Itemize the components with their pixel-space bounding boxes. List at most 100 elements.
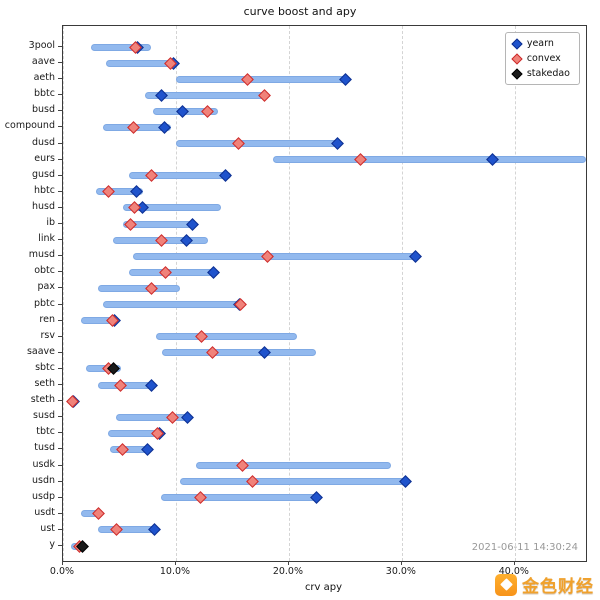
- convex-marker-seth: [114, 378, 127, 392]
- x-tick-label: 20.0%: [272, 566, 303, 577]
- y-tick-label-busd: busd: [31, 104, 55, 116]
- x-tick-label: 10.0%: [159, 566, 191, 577]
- y-tick-label-ib: ib: [46, 217, 55, 229]
- y-tick-mark: [58, 255, 62, 257]
- range-bar-saave: [162, 349, 316, 357]
- y-tick-mark: [58, 142, 62, 144]
- convex-marker-aeth: [240, 72, 254, 86]
- y-tick-label-bbtc: bbtc: [33, 88, 55, 100]
- x-axis-label: crv apy: [304, 582, 343, 593]
- gridline: [401, 26, 403, 561]
- y-tick-label-tbtc: tbtc: [36, 426, 55, 438]
- convex-marker-susd: [166, 410, 179, 424]
- y-tick-mark: [58, 367, 62, 369]
- y-tick-label-gusd: gusd: [31, 168, 55, 180]
- x-tick-mark: [287, 561, 289, 565]
- convex-marker-ib: [124, 217, 138, 231]
- y-tick-label-3pool: 3pool: [28, 40, 55, 51]
- y-tick-label-steth: steth: [30, 394, 55, 406]
- y-tick-mark: [58, 464, 62, 466]
- y-tick-label-ust: ust: [40, 522, 55, 534]
- range-bar-musd: [133, 252, 419, 260]
- yearn-marker-obtc: [206, 265, 220, 279]
- yearn-marker-tusd: [141, 443, 155, 456]
- y-tick-label-usdn: usdn: [31, 474, 55, 486]
- plot-area: yearn convex stakedao 2021-06-11 14:30:24: [62, 25, 587, 562]
- convex-marker-pax: [144, 282, 158, 295]
- yearn-marker-link: [179, 233, 193, 247]
- y-tick-mark: [58, 62, 62, 64]
- convex-legend-icon: [511, 52, 523, 65]
- y-tick-mark: [58, 158, 62, 160]
- y-tick-label-saave: saave: [26, 345, 55, 357]
- y-tick-label-compound: compound: [4, 120, 55, 132]
- range-bar-pbtc: [102, 301, 243, 309]
- range-bar-susd: [116, 413, 191, 421]
- x-tick-mark: [174, 561, 176, 565]
- y-tick-label-obtc: obtc: [34, 265, 55, 277]
- watermark-text: 金色财经: [522, 577, 594, 597]
- y-tick-label-y: y: [49, 539, 55, 550]
- y-tick-mark: [58, 432, 62, 434]
- range-bar-usdn: [180, 478, 408, 486]
- stakedao-legend-icon: [511, 67, 523, 80]
- gridline: [288, 26, 290, 561]
- y-tick-mark: [58, 319, 62, 321]
- x-tick-label: 30.0%: [385, 566, 416, 577]
- y-tick-label-rsv: rsv: [40, 329, 55, 341]
- y-tick-mark: [58, 78, 62, 80]
- x-tick-mark: [400, 561, 402, 565]
- timestamp-annotation: 2021-06-11 14:30:24: [471, 542, 578, 553]
- y-tick-mark: [58, 223, 62, 225]
- y-tick-mark: [58, 384, 62, 386]
- y-tick-label-pbtc: pbtc: [33, 297, 55, 309]
- y-tick-mark: [58, 351, 62, 353]
- convex-marker-bbtc: [257, 88, 271, 102]
- y-tick-mark: [58, 416, 62, 418]
- y-tick-label-husd: husd: [31, 200, 55, 212]
- chart-title: curve boost and apy: [243, 5, 357, 18]
- yearn-marker-musd: [409, 249, 422, 263]
- yearn-marker-ib: [186, 217, 200, 231]
- convex-marker-tusd: [116, 443, 130, 456]
- yearn-marker-busd: [176, 105, 190, 118]
- range-bar-usdp: [161, 494, 319, 502]
- range-bar-usdk: [196, 462, 391, 470]
- y-tick-label-hbtc: hbtc: [34, 184, 55, 196]
- legend: yearn convex stakedao: [504, 32, 580, 85]
- yearn-legend-icon: [511, 37, 523, 50]
- y-tick-mark: [58, 190, 62, 192]
- range-bar-dusd: [175, 140, 340, 148]
- y-tick-mark: [58, 545, 62, 546]
- y-tick-mark: [58, 94, 62, 96]
- x-tick-label: 0.0%: [49, 566, 75, 577]
- range-bar-hbtc: [95, 188, 144, 196]
- y-tick-mark: [58, 448, 62, 450]
- y-tick-mark: [58, 174, 62, 176]
- y-tick-mark: [58, 206, 62, 208]
- x-tick-label: 40.0%: [498, 566, 529, 577]
- convex-marker-obtc: [159, 265, 173, 279]
- y-tick-label-dusd: dusd: [31, 136, 55, 148]
- y-tick-mark: [58, 46, 62, 47]
- x-tick-mark: [513, 561, 515, 565]
- y-tick-label-musd: musd: [28, 249, 55, 261]
- y-tick-mark: [58, 512, 62, 514]
- convex-marker-steth: [65, 394, 79, 408]
- convex-marker-busd: [201, 105, 214, 118]
- convex-marker-musd: [261, 249, 274, 263]
- y-tick-label-aave: aave: [31, 56, 55, 68]
- y-tick-label-pax: pax: [37, 281, 55, 293]
- range-bar-pax: [98, 284, 181, 292]
- range-bar-gusd: [128, 172, 232, 180]
- legend-label: stakedao: [526, 68, 570, 79]
- gridline: [63, 26, 64, 561]
- y-tick-label-aeth: aeth: [33, 72, 55, 84]
- range-bar-aeth: [175, 75, 349, 83]
- gridline: [175, 26, 177, 561]
- y-tick-mark: [58, 271, 62, 273]
- y-tick-mark: [58, 303, 62, 305]
- watermark-logo-icon: [495, 573, 517, 596]
- y-tick-mark: [58, 287, 62, 289]
